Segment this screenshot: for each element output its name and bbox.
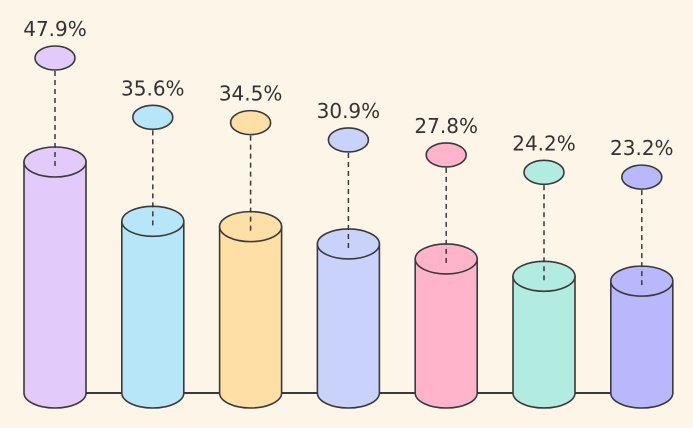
- value-label: 24.2%: [512, 131, 576, 155]
- marker-ellipse: [229, 109, 272, 136]
- bar-4: 30.9%: [316, 99, 381, 409]
- value-label: 34.5%: [219, 82, 283, 106]
- cylinder-body: [512, 275, 576, 409]
- cylinder-body: [316, 243, 381, 409]
- bar-7: 23.2%: [609, 136, 674, 409]
- bar-3: 34.5%: [218, 82, 283, 409]
- bar-5: 27.8%: [414, 114, 479, 409]
- cylinder-body: [218, 225, 283, 409]
- cylinder-body: [23, 161, 87, 409]
- marker-ellipse: [620, 164, 663, 190]
- marker-ellipse: [523, 159, 565, 186]
- marker-ellipse: [34, 45, 76, 71]
- value-label: 23.2%: [610, 136, 674, 160]
- cylinder-body: [414, 258, 478, 409]
- bar-6: 24.2%: [512, 131, 576, 409]
- cylinder-body: [121, 220, 185, 409]
- value-label: 47.9%: [23, 17, 87, 41]
- marker-ellipse: [327, 127, 370, 153]
- cylinder-body: [610, 280, 674, 409]
- bar-2: 35.6%: [121, 76, 185, 409]
- value-label: 35.6%: [121, 76, 185, 100]
- marker-ellipse: [425, 142, 468, 168]
- value-label: 30.9%: [317, 99, 381, 123]
- marker-ellipse: [132, 104, 174, 131]
- value-label: 27.8%: [414, 114, 478, 138]
- bar-1: 47.9%: [23, 17, 87, 409]
